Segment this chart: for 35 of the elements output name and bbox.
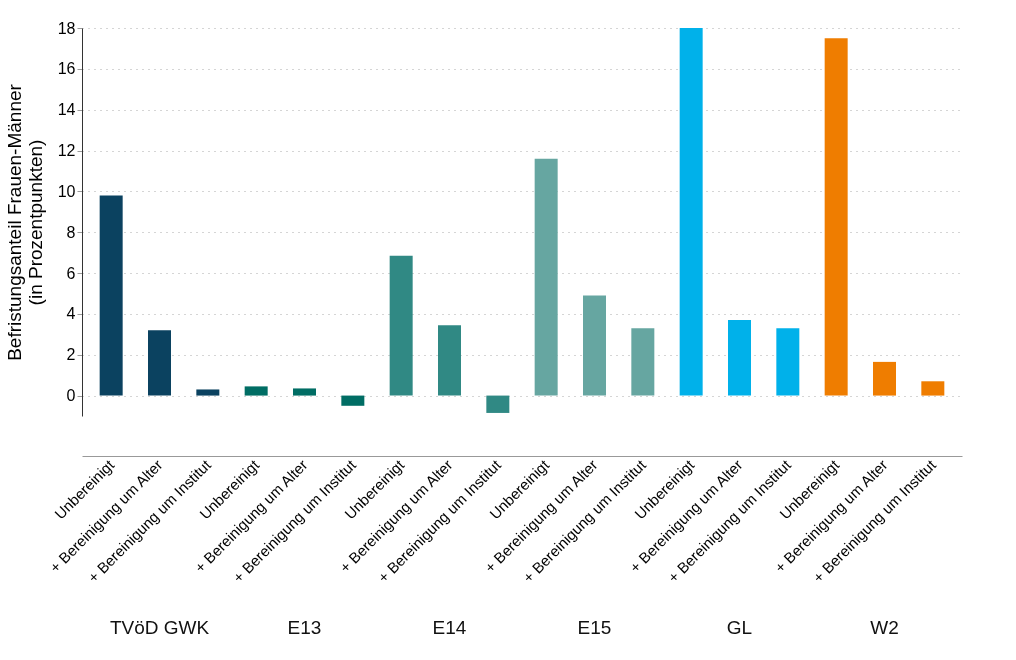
- text: E14: [432, 617, 467, 638]
- y-tick-label: 12: [57, 142, 76, 160]
- y-axis-title: Befristungsanteil Frauen-Männer (in Prozentpunkten): [3, 83, 46, 361]
- bar: [148, 330, 171, 396]
- y-tick-label: 0: [66, 387, 76, 405]
- bar: [728, 320, 751, 396]
- text: E13: [287, 617, 322, 638]
- y-tick-label: 14: [57, 101, 76, 119]
- bar: [486, 395, 510, 413]
- y-tick-label: 18: [57, 19, 76, 37]
- bar: [438, 325, 461, 396]
- y-tick-label: 6: [66, 264, 76, 282]
- bar: [776, 328, 800, 396]
- bar: [873, 361, 896, 396]
- text: E15: [577, 617, 612, 638]
- bar: [583, 295, 606, 396]
- y-tick-label: 8: [66, 223, 76, 241]
- bar: [99, 195, 123, 396]
- bar: [293, 388, 316, 396]
- text: TVöD GWK: [109, 617, 210, 638]
- bar: [341, 395, 365, 406]
- text: GL: [726, 617, 753, 638]
- y-tick-label: 4: [66, 305, 76, 323]
- bar: [824, 38, 848, 396]
- bar: [196, 389, 220, 396]
- bar: [244, 386, 268, 396]
- y-tick-label: 10: [57, 182, 76, 200]
- bar: [389, 255, 413, 396]
- bar: [679, 28, 703, 396]
- bar: [921, 381, 945, 396]
- y-tick-label: 2: [66, 346, 76, 364]
- bar: [534, 158, 558, 396]
- text: W2: [870, 617, 899, 638]
- bar: [631, 328, 655, 396]
- y-tick-label: 16: [57, 60, 76, 78]
